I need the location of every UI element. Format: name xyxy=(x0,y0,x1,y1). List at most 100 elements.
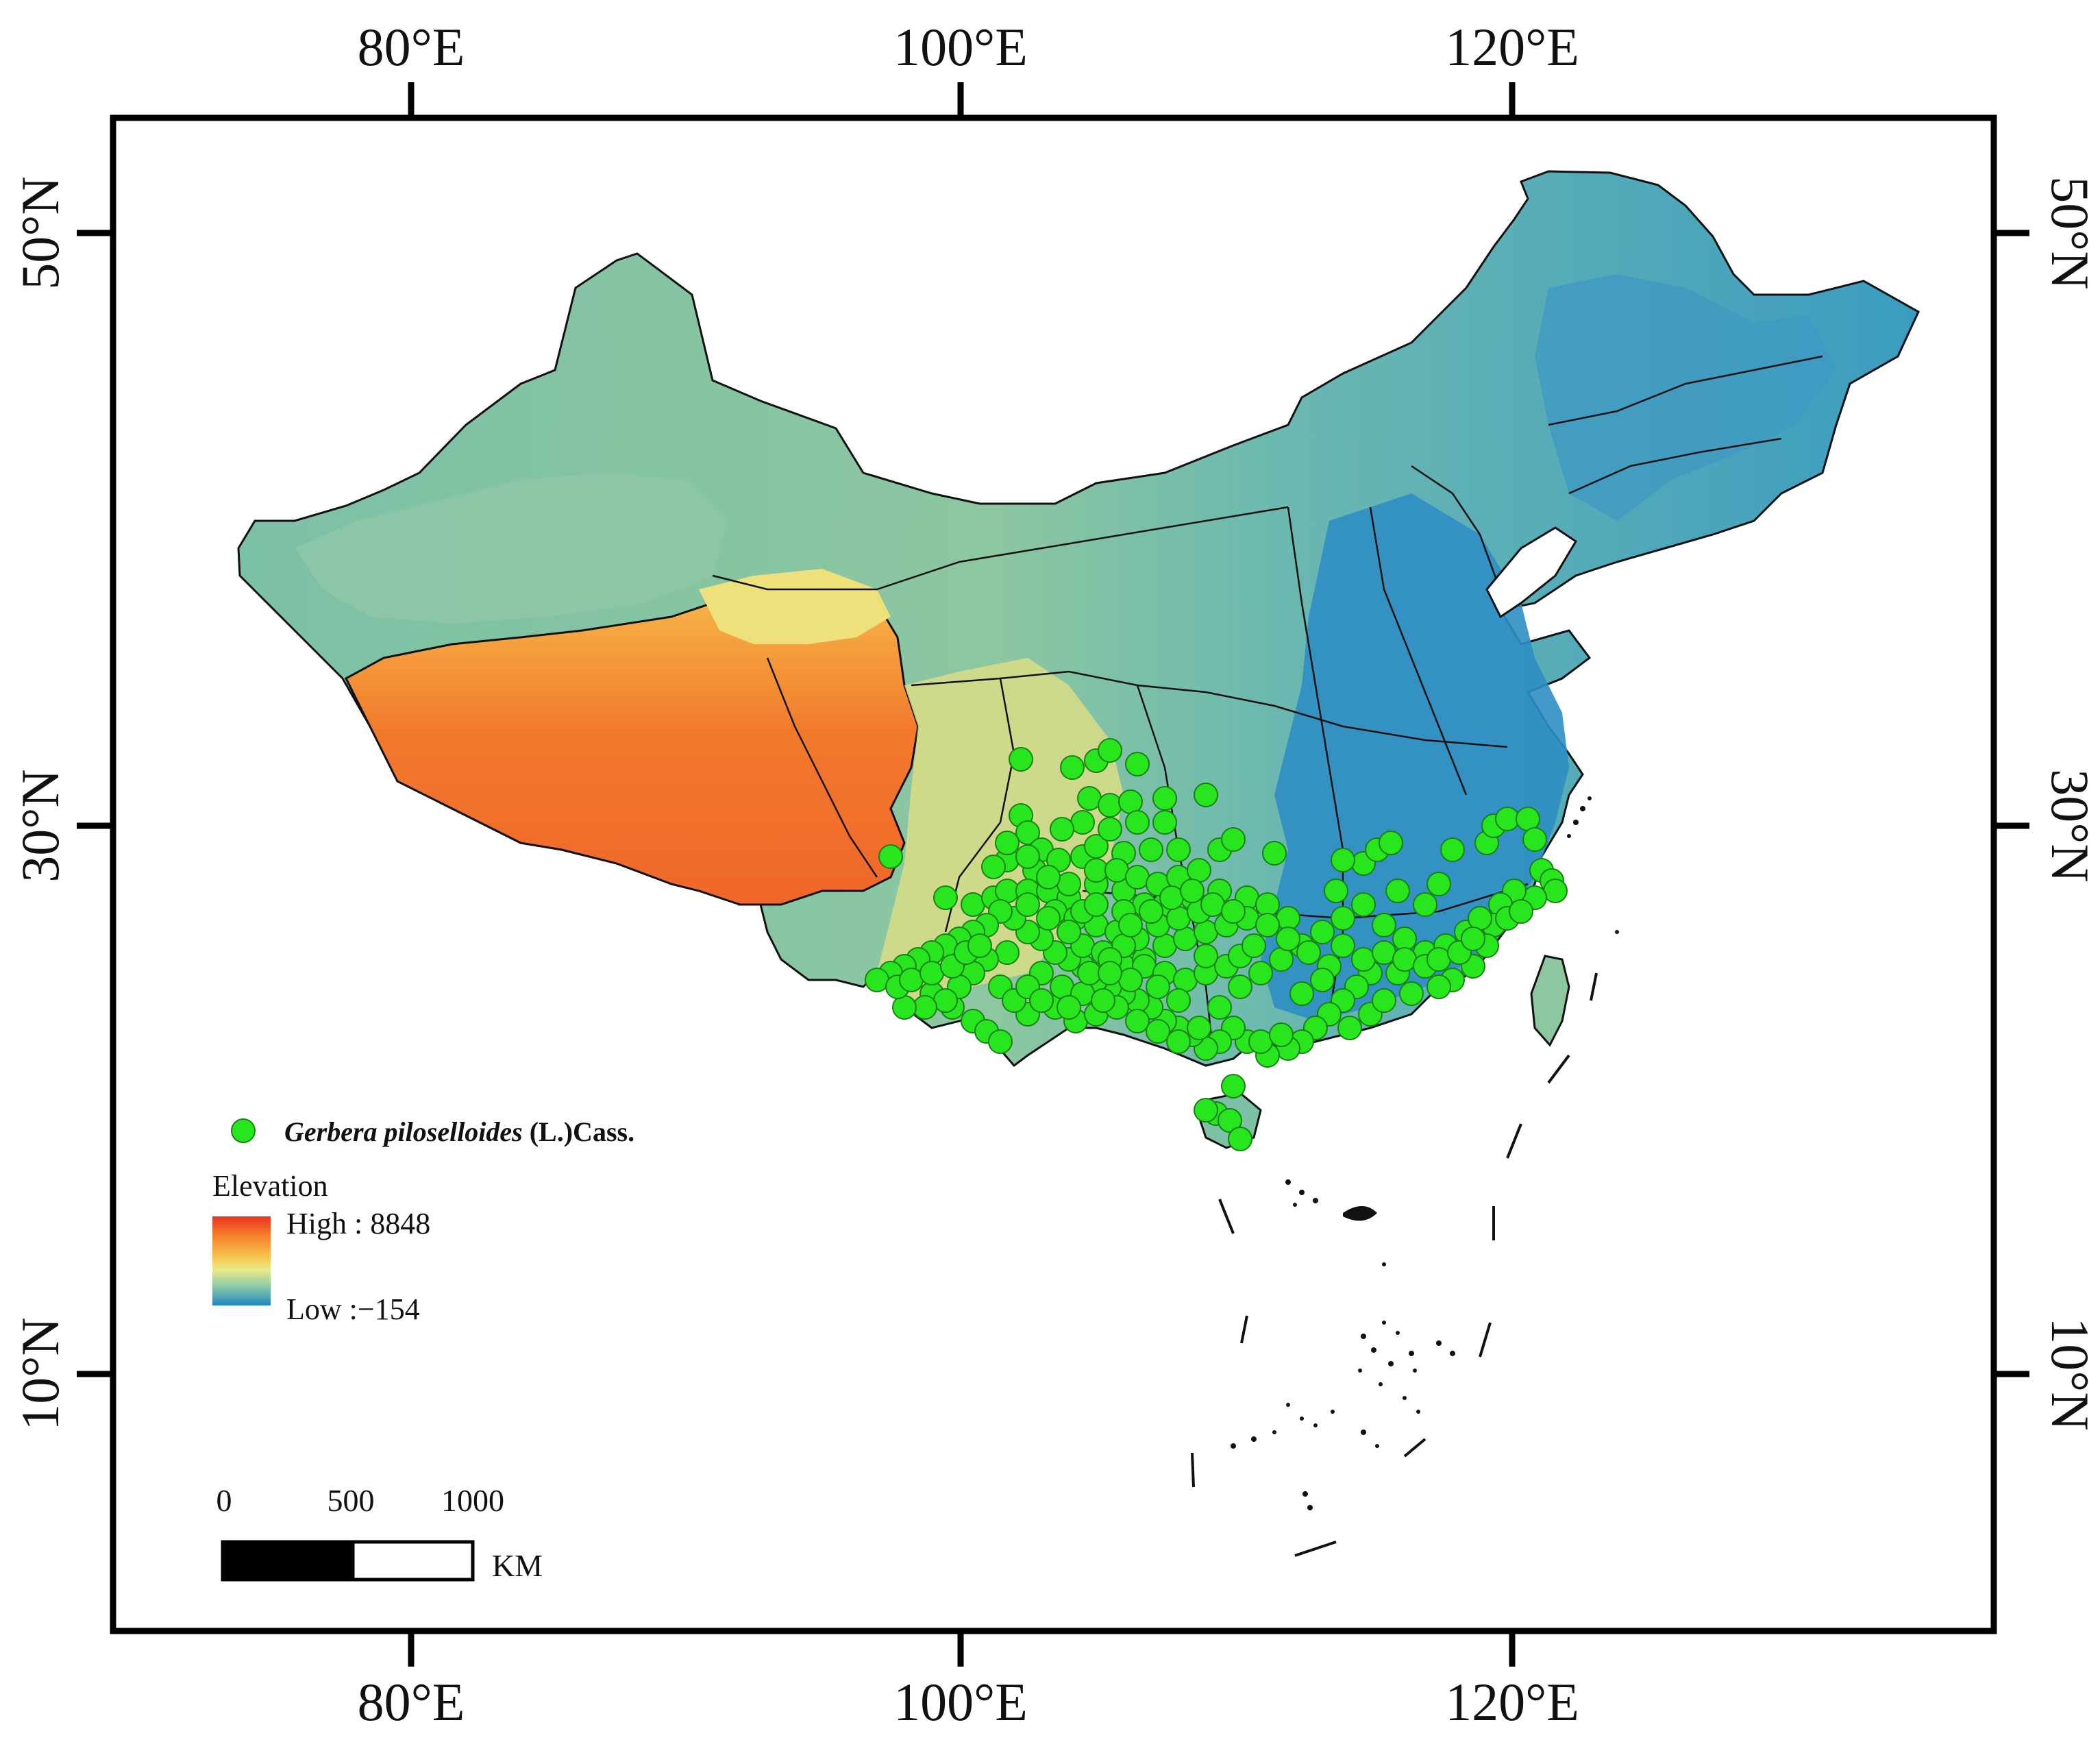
occurrence-point xyxy=(1166,837,1191,862)
occurrence-point xyxy=(1372,988,1396,1013)
occurrence-point xyxy=(1372,940,1396,965)
map-frame xyxy=(110,114,1997,1634)
occurrence-point xyxy=(1200,892,1225,917)
occurrence-point xyxy=(1372,913,1396,937)
occurrence-points xyxy=(865,738,1568,1151)
occurrence-point xyxy=(1242,933,1266,958)
occurrence-point xyxy=(1269,947,1294,972)
occurrence-point xyxy=(933,885,958,910)
occurrence-point xyxy=(1057,995,1081,1020)
occurrence-point xyxy=(1255,913,1280,937)
lat-label-right-50: 50°N xyxy=(2040,176,2100,290)
legend-species-name: Gerbera piloselloides xyxy=(284,1116,523,1147)
occurrence-point xyxy=(1255,892,1280,917)
scale-label-500: 500 xyxy=(328,1483,375,1518)
occurrence-point xyxy=(1379,831,1403,855)
occurrence-point xyxy=(1495,807,1520,831)
occurrence-point xyxy=(1310,920,1335,944)
occurrence-point xyxy=(995,831,1020,855)
occurrence-point xyxy=(1125,865,1150,890)
occurrence-point xyxy=(1276,906,1300,931)
scale-bar-white-segment xyxy=(351,1540,475,1582)
legend-species-label: Gerbera piloselloides (L.)Cass. xyxy=(284,1116,634,1147)
taiwan-island xyxy=(1530,955,1570,1047)
northeast-plain xyxy=(1535,274,1836,521)
legend-occurrence-symbol xyxy=(231,1118,256,1143)
occurrence-point xyxy=(1098,793,1122,818)
occurrence-point xyxy=(1331,906,1355,931)
occurrence-point xyxy=(1543,879,1568,903)
occurrence-point xyxy=(1413,892,1437,917)
lat-label-right-10: 10°N xyxy=(2040,1317,2100,1431)
occurrence-point xyxy=(1194,944,1218,968)
occurrence-point xyxy=(1461,927,1485,951)
legend-elevation-high: High : 8848 xyxy=(286,1207,430,1240)
occurrence-point xyxy=(1522,827,1547,852)
occurrence-point xyxy=(1057,872,1081,896)
occurrence-point xyxy=(919,961,944,985)
occurrence-point xyxy=(967,933,992,958)
elevation-color-ramp xyxy=(212,1216,271,1305)
occurrence-point xyxy=(913,995,937,1020)
occurrence-point xyxy=(1385,879,1410,903)
graticule-ticks xyxy=(77,82,2029,1667)
legend-species-author: (L.)Cass. xyxy=(523,1116,634,1147)
occurrence-point xyxy=(1098,817,1122,842)
qaidam-basin xyxy=(699,569,891,644)
occurrence-point xyxy=(961,892,985,917)
occurrence-point xyxy=(1098,738,1122,763)
occurrence-point xyxy=(1399,981,1424,1006)
occurrence-point xyxy=(899,968,924,992)
occurrence-point xyxy=(1166,988,1191,1013)
occurrence-point xyxy=(1009,747,1033,772)
occurrence-point xyxy=(1029,988,1054,1013)
occurrence-point xyxy=(1440,837,1465,862)
occurrence-point xyxy=(1194,1098,1218,1123)
occurrence-point xyxy=(1152,810,1177,835)
occurrence-point xyxy=(1337,1016,1362,1040)
occurrence-point xyxy=(1118,789,1143,814)
occurrence-point xyxy=(1146,974,1170,999)
occurrence-point xyxy=(1187,1016,1211,1040)
occurrence-point xyxy=(1166,1029,1191,1054)
legend: Gerbera piloselloides (L.)Cass. Elevatio… xyxy=(212,1116,634,1326)
occurrence-point xyxy=(1125,810,1150,835)
occurrence-point xyxy=(1152,933,1177,958)
occurrence-point xyxy=(1015,892,1040,917)
occurrence-point xyxy=(1057,920,1081,944)
occurrence-point xyxy=(1221,1074,1246,1099)
occurrence-point xyxy=(1125,1009,1150,1033)
occurrence-point xyxy=(1351,892,1376,917)
lat-label-right-30: 30°N xyxy=(2040,769,2100,883)
occurrence-point xyxy=(1392,947,1417,972)
south-china-sea-islands xyxy=(1231,796,1619,1510)
occurrence-point xyxy=(1516,807,1540,831)
scale-unit: KM xyxy=(492,1548,543,1583)
occurrence-point xyxy=(1166,906,1191,931)
occurrence-point xyxy=(1104,858,1129,883)
occurrence-point xyxy=(1173,927,1198,951)
occurrence-point xyxy=(1351,947,1376,972)
occurrence-point xyxy=(1077,786,1102,811)
occurrence-point xyxy=(1125,752,1150,776)
occurrence-point xyxy=(1392,927,1417,951)
scale-label-1000: 1000 xyxy=(441,1483,504,1518)
south-china-sea-boundary xyxy=(1191,972,1598,1557)
scale-label-0: 0 xyxy=(217,1483,232,1518)
occurrence-point xyxy=(1146,1019,1170,1044)
occurrence-point xyxy=(1194,920,1218,944)
occurrence-point xyxy=(1248,961,1273,985)
occurrence-point xyxy=(865,968,889,992)
occurrence-point xyxy=(1173,968,1198,992)
occurrence-point xyxy=(1015,844,1040,869)
occurrence-point xyxy=(1050,817,1074,842)
occurrence-point xyxy=(1207,995,1232,1020)
occurrence-point xyxy=(1187,858,1211,883)
lat-label-left-10: 10°N xyxy=(10,1317,70,1431)
occurrence-point xyxy=(1084,892,1109,917)
occurrence-point xyxy=(981,855,1006,879)
lat-label-left-50: 50°N xyxy=(10,176,70,290)
lon-label-top-80: 80°E xyxy=(358,17,465,77)
occurrence-point xyxy=(1194,783,1218,807)
